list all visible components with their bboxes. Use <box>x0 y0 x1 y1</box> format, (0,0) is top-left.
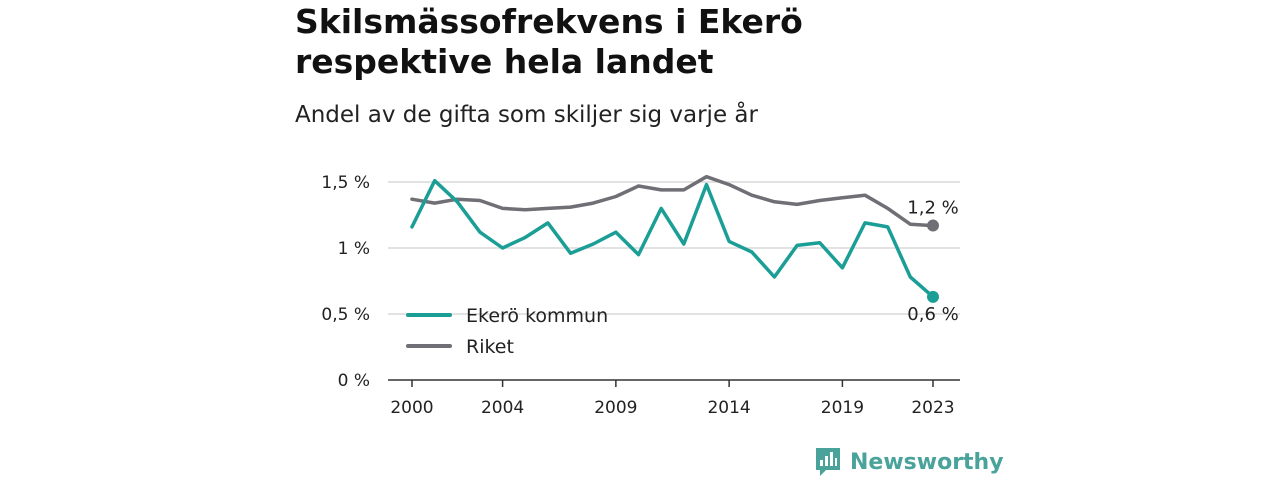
series-line-1 <box>410 174 935 228</box>
legend-label: Riket <box>466 336 514 358</box>
y-tick-label: 1 % <box>338 239 370 259</box>
x-tick-label: 2000 <box>390 398 433 418</box>
series-end-label: 1,2 % <box>907 198 958 219</box>
brand-name: Newsworthy <box>850 449 1004 475</box>
grid-lines <box>388 181 960 315</box>
series-end-point <box>927 219 939 232</box>
legend: Ekerö kommun Riket <box>406 305 608 358</box>
axes: 0 % 0,5 % 1 % 1,5 % 2000 2004 2009 2014 2019 2023 <box>321 173 960 418</box>
brand: Newsworthy <box>814 446 1004 478</box>
series-end-point <box>927 290 939 303</box>
series-line-0 <box>410 178 935 299</box>
y-tick-label: 1,5 % <box>321 173 370 193</box>
chart-subtitle: Andel av de gifta som skiljer sig varje … <box>295 102 758 128</box>
y-tick-label: 0,5 % <box>321 305 370 325</box>
x-tick-label: 2019 <box>821 398 864 418</box>
newsworthy-logo-icon <box>816 448 840 476</box>
x-tick-label: 2023 <box>911 398 954 418</box>
legend-label: Ekerö kommun <box>466 305 608 327</box>
x-tick-label: 2014 <box>707 398 750 418</box>
chart-title: Skilsmässofrekvens i Ekerö respektive he… <box>295 2 803 81</box>
x-tick-label: 2009 <box>594 398 637 418</box>
series-end-label: 0,6 % <box>907 304 958 325</box>
series: 1,2 % 0,6 % <box>410 174 959 325</box>
y-tick-label: 0 % <box>338 371 370 391</box>
x-tick-label: 2004 <box>481 398 524 418</box>
